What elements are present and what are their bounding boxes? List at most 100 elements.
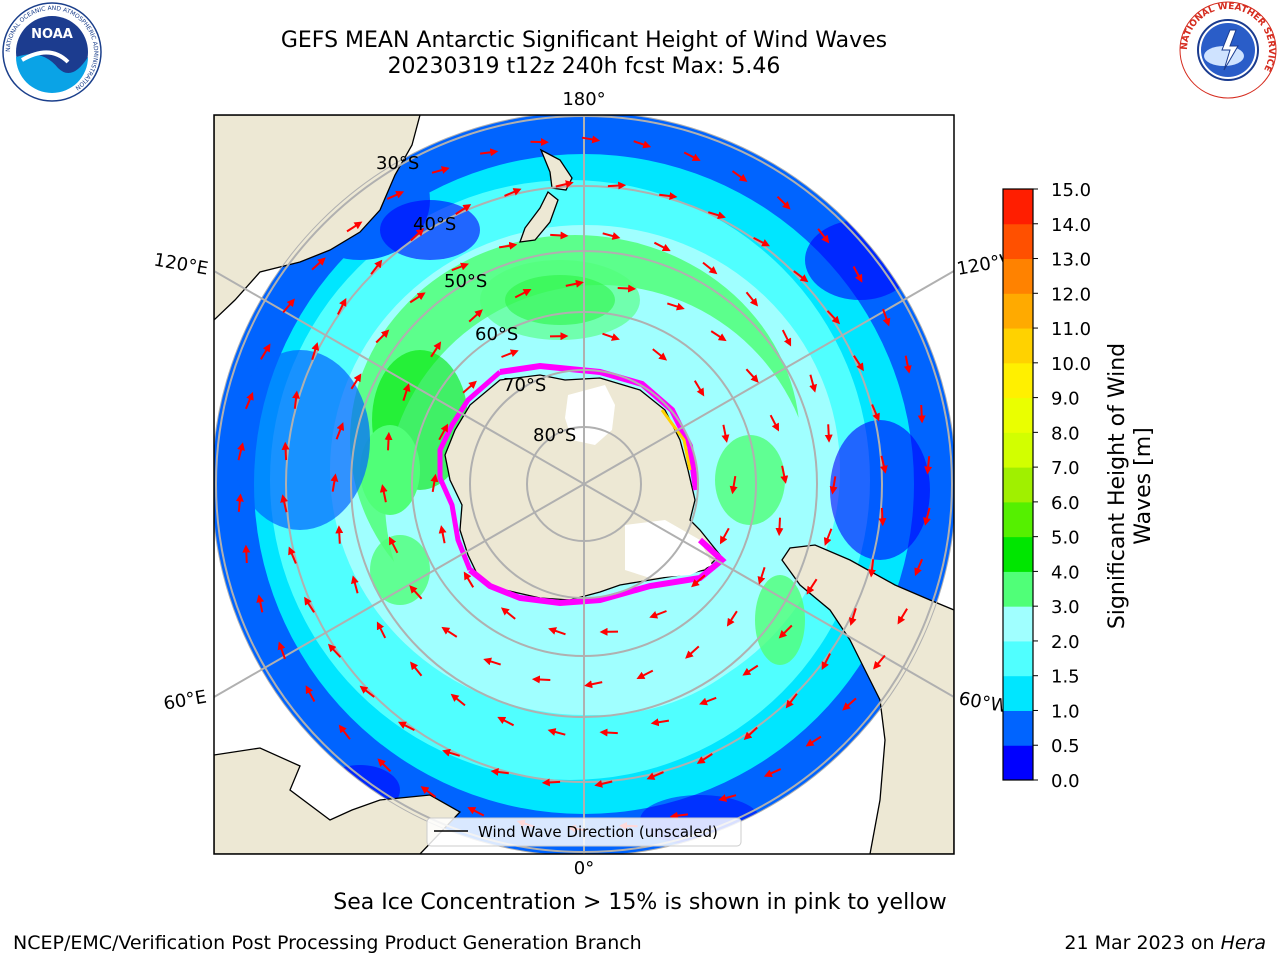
wave-direction-arrow	[607, 181, 627, 190]
wave-direction-arrow	[785, 693, 798, 709]
wave-direction-arrow	[305, 685, 316, 702]
wave-direction-arrow	[359, 685, 375, 698]
lon-label-180: 180°	[562, 89, 605, 110]
host-name: Hera	[1220, 932, 1266, 954]
wave-direction-arrow	[547, 728, 566, 736]
wave-direction-arrow	[397, 721, 415, 731]
wave-direction-arrow	[237, 442, 245, 461]
wave-direction-arrow	[882, 308, 891, 327]
wave-direction-arrow	[666, 302, 685, 311]
colorbar-tick-label: 15.0	[1051, 180, 1091, 201]
wave-direction-arrow	[463, 571, 475, 588]
wave-direction-arrow	[430, 473, 439, 493]
wave-direction-arrow	[377, 758, 392, 773]
noaa-logo: NATIONAL OCEANIC AND ATMOSPHERIC ADMINIS…	[2, 2, 102, 102]
wave-direction-arrow	[531, 675, 551, 684]
credit-text: NCEP/EMC/Verification Post Processing Pr…	[13, 932, 642, 954]
wave-direction-arrow	[691, 574, 706, 588]
colorbar-tick-label: 12.0	[1051, 284, 1091, 305]
colorbar-bin	[1003, 397, 1033, 433]
colorbar-bin	[1003, 501, 1033, 538]
chart-title: GEFS MEAN Antarctic Significant Height o…	[280, 28, 888, 53]
colorbar-tick-label: 2.0	[1051, 632, 1080, 653]
wave-direction-arrow	[729, 475, 738, 495]
wave-direction-arrow	[438, 423, 449, 441]
wave-direction-arrow	[409, 585, 423, 600]
colorbar-bin	[1003, 710, 1033, 746]
wave-direction-arrow	[652, 348, 668, 361]
chart-subtitle: 20230319 t12z 240h fcst Max: 5.46	[387, 54, 781, 79]
wave-direction-arrow	[455, 204, 472, 215]
sea-ice-edge	[437, 362, 727, 607]
wave-direction-arrow	[897, 608, 908, 625]
wave-direction-arrow	[633, 140, 652, 149]
noaa-logo-text: NOAA	[31, 27, 73, 42]
wave-direction-arrow	[769, 414, 779, 432]
wave-direction-arrow	[924, 456, 933, 475]
wave-direction-arrow	[742, 664, 759, 676]
colorbar-bin	[1003, 675, 1033, 711]
colorbar-tick-label: 11.0	[1051, 319, 1091, 340]
meridian-120E-60W	[214, 270, 954, 698]
wave-direction-arrow	[650, 718, 670, 727]
wave-direction-arrow	[853, 355, 864, 372]
wave-direction-arrow	[599, 728, 618, 737]
wave-direction-arrow	[594, 779, 613, 788]
wave-direction-arrow	[775, 517, 784, 537]
wave-direction-arrow	[441, 626, 458, 638]
wave-direction-arrow	[848, 608, 857, 626]
wave-direction-arrow	[555, 180, 574, 189]
wave-direction-arrow	[829, 476, 838, 495]
africa	[214, 747, 462, 854]
map-legend: Wind Wave Direction (unscaled)	[426, 817, 742, 847]
wave-direction-arrow	[805, 735, 822, 747]
wave-direction-arrow	[450, 693, 466, 707]
wave-direction-arrow	[824, 424, 833, 443]
wave-direction-arrow	[338, 724, 351, 740]
wave-direction-arrow	[710, 330, 727, 342]
south-america	[781, 544, 954, 854]
wave-direction-arrow	[649, 610, 667, 619]
colorbar-bin	[1003, 189, 1033, 225]
wave-direction-arrow	[659, 192, 678, 201]
colorbar-label-line2: Waves [m]	[1131, 427, 1156, 544]
wave-direction-arrow	[718, 794, 737, 802]
wave-direction-arrow	[721, 424, 730, 443]
wave-direction-arrow	[438, 525, 447, 544]
wave-direction-arrow	[793, 270, 809, 283]
wave-direction-arrow	[431, 166, 450, 174]
wave-direction-arrow	[842, 697, 857, 711]
wave-direction-arrow	[514, 289, 532, 299]
wave-direction-arrow	[277, 641, 286, 660]
wave-direction-arrow	[565, 279, 584, 288]
wave-direction-arrow	[879, 455, 888, 474]
wave-direction-arrow	[821, 653, 831, 671]
lat-label-80S: 80°S	[533, 425, 576, 446]
wave-direction-arrow	[451, 262, 469, 272]
wave-direction-arrow	[581, 135, 601, 144]
colorbar-tick-label: 1.0	[1051, 701, 1080, 722]
wave-direction-arrow	[327, 643, 342, 658]
wave-direction-arrow	[683, 151, 701, 161]
wave-direction-arrow	[467, 807, 485, 817]
wave-direction-arrow	[776, 195, 791, 210]
wave-direction-arrow	[311, 342, 320, 360]
map-frame-border	[213, 114, 955, 855]
wave-direction-arrow	[817, 228, 830, 244]
wave-direction-arrow	[903, 355, 912, 374]
colorbar-tick-label: 7.0	[1051, 458, 1080, 479]
wave-direction-arrow	[745, 291, 759, 307]
new-zealand-north	[539, 148, 573, 191]
wave-direction-arrow	[781, 329, 792, 347]
colorbar-tick-label: 1.5	[1051, 667, 1080, 688]
wave-direction-arrow	[497, 716, 515, 727]
colorbar-tick-label: 14.0	[1051, 215, 1091, 236]
colorbar-bin	[1003, 640, 1033, 677]
wave-direction-arrow	[743, 726, 758, 741]
colorbar-bin	[1003, 362, 1033, 399]
wave-direction-arrow	[731, 170, 748, 182]
wave-direction-arrow	[923, 507, 931, 526]
wave-direction-arrow	[504, 188, 522, 197]
colorbar-bin	[1003, 571, 1033, 607]
wave-direction-arrow	[483, 657, 502, 666]
